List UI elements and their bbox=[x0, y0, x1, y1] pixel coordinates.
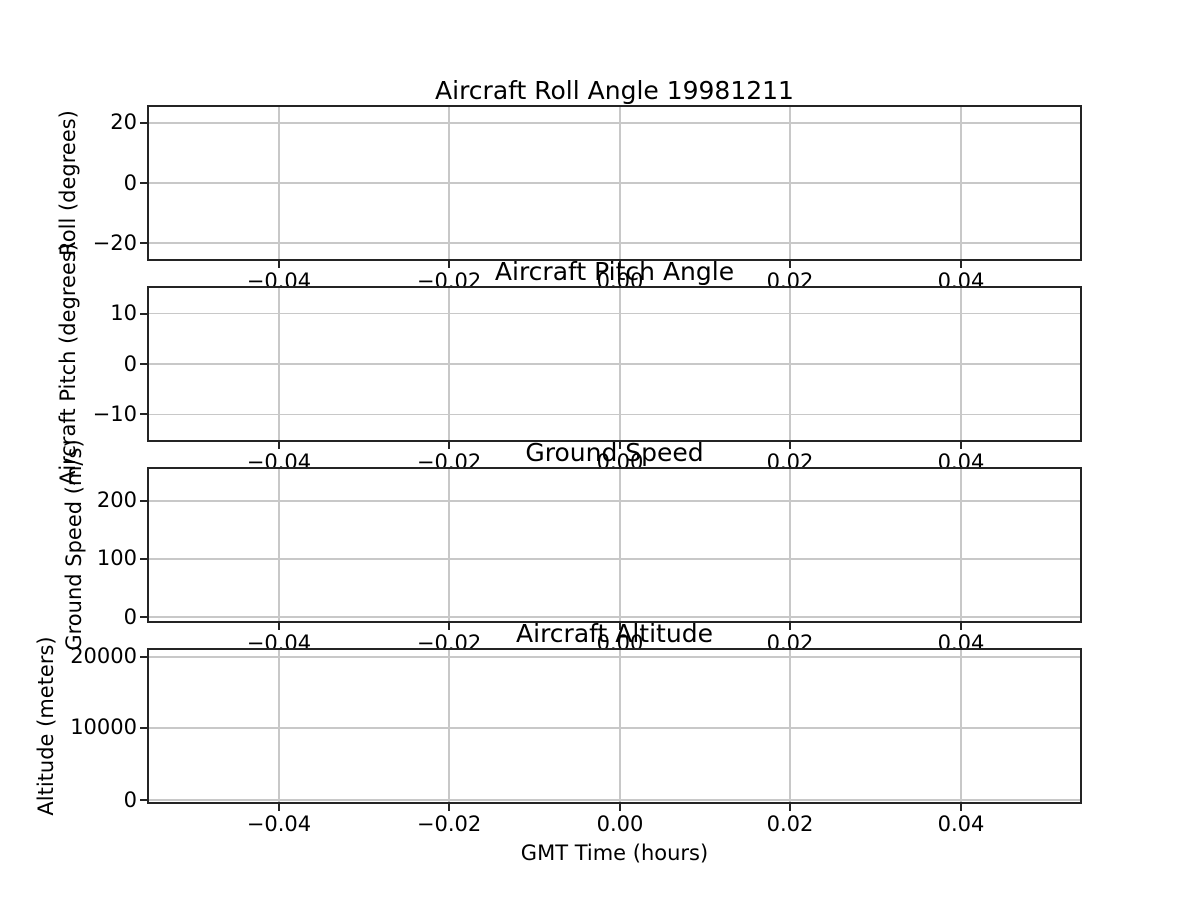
subplot-3-title: Ground Speed bbox=[525, 438, 704, 467]
y-tick-label: 200 bbox=[96, 488, 137, 513]
y-tick-mark bbox=[140, 242, 147, 245]
y-tick-mark bbox=[140, 655, 147, 658]
x-tick-mark bbox=[277, 623, 280, 630]
subplot-4-title: Aircraft Altitude bbox=[516, 619, 713, 648]
x-tick-mark bbox=[960, 442, 963, 449]
y-gridline bbox=[149, 500, 1080, 502]
x-gridline bbox=[619, 650, 621, 802]
x-tick-mark bbox=[448, 623, 451, 630]
x-gridline bbox=[448, 469, 450, 621]
y-tick-mark bbox=[140, 363, 147, 365]
x-gridline bbox=[960, 650, 962, 802]
x-gridline bbox=[278, 650, 280, 802]
subplot-4-ylabel: Altitude (meters) bbox=[34, 636, 58, 816]
y-gridline bbox=[149, 182, 1080, 184]
x-gridline bbox=[448, 650, 450, 802]
y-tick-label: 10000 bbox=[70, 715, 137, 740]
x-tick-mark bbox=[448, 442, 451, 449]
subplot-3-axes bbox=[147, 467, 1082, 623]
y-tick-label: 0 bbox=[123, 351, 137, 376]
y-tick-label: 20 bbox=[110, 110, 137, 135]
x-tick-label: 0.00 bbox=[596, 812, 644, 836]
subplot-2-title: Aircraft Pitch Angle bbox=[494, 257, 735, 286]
y-tick-mark bbox=[140, 799, 147, 802]
x-tick-mark bbox=[788, 261, 791, 268]
y-gridline bbox=[149, 558, 1080, 560]
y-gridline bbox=[149, 363, 1080, 365]
x-tick-mark bbox=[618, 804, 621, 811]
x-tick-label: −0.04 bbox=[246, 812, 312, 836]
y-tick-mark bbox=[140, 413, 147, 416]
y-tick-mark bbox=[140, 121, 147, 124]
y-tick-label: 20000 bbox=[70, 644, 137, 669]
y-gridline bbox=[149, 122, 1080, 124]
x-tick-mark bbox=[277, 261, 280, 268]
y-gridline bbox=[149, 242, 1080, 244]
x-tick-mark bbox=[618, 442, 621, 449]
x-gridline bbox=[789, 469, 791, 621]
y-tick-label: −20 bbox=[92, 230, 137, 255]
x-gridline bbox=[278, 469, 280, 621]
x-tick-label: 0.02 bbox=[766, 812, 814, 836]
y-tick-label: −10 bbox=[92, 401, 137, 426]
y-tick-mark bbox=[140, 312, 147, 315]
y-tick-mark bbox=[140, 726, 147, 729]
x-tick-mark bbox=[448, 261, 451, 268]
y-gridline bbox=[149, 312, 1080, 315]
x-tick-label: 0.04 bbox=[937, 812, 985, 836]
y-tick-label: 0 bbox=[123, 170, 137, 195]
y-tick-label: 10 bbox=[110, 301, 137, 326]
x-axis-label: GMT Time (hours) bbox=[520, 841, 709, 865]
x-tick-mark bbox=[277, 804, 280, 811]
x-tick-mark bbox=[960, 623, 963, 630]
y-tick-mark bbox=[140, 182, 147, 184]
x-tick-label: −0.02 bbox=[416, 812, 482, 836]
subplot-3-ylabel: Ground Speed (m/s) bbox=[62, 439, 86, 651]
y-tick-mark bbox=[140, 499, 147, 502]
x-tick-mark bbox=[788, 623, 791, 630]
subplot-1-title: Aircraft Roll Angle 19981211 bbox=[435, 76, 794, 105]
y-tick-label: 0 bbox=[123, 787, 137, 812]
x-tick-mark bbox=[448, 804, 451, 811]
x-tick-mark bbox=[277, 442, 280, 449]
x-tick-mark bbox=[788, 442, 791, 449]
x-tick-mark bbox=[960, 261, 963, 268]
x-gridline bbox=[960, 469, 962, 621]
x-tick-mark bbox=[618, 623, 621, 630]
x-gridline bbox=[619, 469, 621, 621]
y-gridline bbox=[149, 616, 1080, 618]
subplot-4-axes bbox=[147, 648, 1082, 804]
subplot-1-axes bbox=[147, 105, 1082, 261]
y-gridline bbox=[149, 799, 1080, 801]
y-tick-label: 100 bbox=[96, 546, 137, 571]
y-tick-label: 0 bbox=[123, 604, 137, 629]
subplot-2-axes bbox=[147, 286, 1082, 442]
y-tick-mark bbox=[140, 557, 147, 560]
y-gridline bbox=[149, 413, 1080, 416]
x-tick-mark bbox=[788, 804, 791, 811]
y-tick-mark bbox=[140, 616, 147, 619]
x-tick-mark bbox=[960, 804, 963, 811]
y-gridline bbox=[149, 656, 1080, 658]
y-gridline bbox=[149, 727, 1080, 729]
x-gridline bbox=[789, 650, 791, 802]
subplot-1-ylabel: Roll (degrees) bbox=[56, 110, 80, 256]
x-tick-mark bbox=[618, 261, 621, 268]
